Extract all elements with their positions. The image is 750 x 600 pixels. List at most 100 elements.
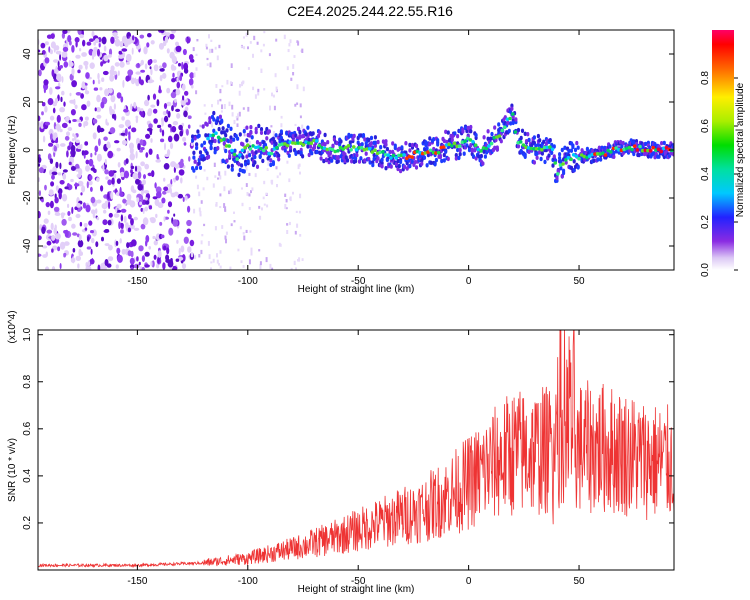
spectrogram-ridge-mark bbox=[192, 150, 196, 155]
spectrogram-ridge-mark bbox=[440, 158, 444, 164]
spectrogram-scatter-mark bbox=[275, 38, 278, 42]
spectrogram-ridge-mark bbox=[267, 129, 271, 134]
spectrogram-scatter-mark bbox=[301, 124, 304, 129]
spectrogram-noise-mark bbox=[135, 150, 138, 159]
spectrogram-noise-mark bbox=[178, 124, 183, 131]
spectrogram-noise-mark bbox=[76, 144, 82, 150]
spectrogram-ridge-mark bbox=[193, 136, 197, 141]
spectrogram-noise-mark bbox=[88, 158, 94, 167]
spectrogram-noise-mark bbox=[81, 52, 87, 57]
spectrogram-ridge-mark bbox=[319, 156, 323, 161]
spectrogram-ridge-core bbox=[476, 147, 481, 152]
spectrogram-ridge-mark bbox=[388, 149, 392, 155]
spectrogram-ridge-mark bbox=[483, 154, 487, 159]
spectrogram-ridge-core bbox=[497, 134, 502, 138]
spectrogram-noise-mark bbox=[171, 126, 177, 133]
spectrogram-noise-mark bbox=[111, 177, 115, 185]
spectrogram-ridge-mark bbox=[240, 163, 244, 168]
spectrogram-ridge-mark bbox=[596, 157, 600, 162]
spectrogram-noise-mark bbox=[102, 70, 109, 76]
spectrogram-ridge-mark bbox=[516, 144, 521, 149]
spectrogram-scatter-mark bbox=[248, 172, 251, 176]
spectrogram-ridge-core bbox=[426, 150, 430, 154]
spectrogram-noise-mark bbox=[101, 262, 105, 270]
spectrogram-scatter-mark bbox=[205, 46, 208, 50]
spectrogram-noise-mark bbox=[108, 244, 113, 251]
spectrogram-noise-mark bbox=[132, 172, 139, 180]
spectrogram-scatter-mark bbox=[270, 125, 273, 128]
spectrogram-ridge-mark bbox=[250, 149, 254, 155]
spectrogram-noise-mark bbox=[83, 121, 86, 128]
spectrogram-noise-mark bbox=[178, 247, 181, 256]
spectrogram-noise-mark bbox=[171, 105, 174, 112]
spectrogram-ridge-core bbox=[489, 141, 494, 146]
spectrogram-noise-mark bbox=[179, 74, 183, 82]
spectrogram-noise-mark bbox=[114, 38, 121, 47]
spectrogram-ridge-mark bbox=[379, 145, 383, 150]
spectrogram-scatter-mark bbox=[224, 235, 227, 240]
spectrogram-noise-mark bbox=[62, 193, 68, 202]
spectrogram-scatter-mark bbox=[229, 266, 232, 270]
snr-x-tick-label: -100 bbox=[238, 576, 258, 587]
spectrogram-noise-mark bbox=[109, 127, 116, 134]
spectrogram-ridge-mark bbox=[249, 125, 253, 130]
spectrogram-ridge-mark bbox=[242, 129, 246, 134]
spectrogram-noise-mark bbox=[88, 180, 93, 186]
snr-y-ticks: 0.2 0.4 0.6 0.8 1.0 bbox=[22, 327, 674, 530]
spectrogram-scatter-mark bbox=[230, 63, 233, 68]
spectrogram-noise-mark bbox=[61, 76, 64, 83]
spectrogram-ridge-mark bbox=[376, 139, 380, 145]
spectrogram-ridge-mark bbox=[254, 129, 258, 135]
spectrogram-noise-mark bbox=[120, 96, 124, 103]
snr-scale-label: (x10^4) bbox=[7, 310, 18, 343]
spectrogram-noise-mark bbox=[82, 202, 86, 209]
spectrogram-noise-mark bbox=[114, 140, 120, 144]
spectrogram-noise-mark bbox=[133, 227, 140, 231]
spectrogram-scatter-mark bbox=[269, 105, 271, 111]
spectrogram-ridge-core bbox=[574, 154, 579, 159]
spectrogram-noise-mark bbox=[163, 216, 166, 222]
spectrogram-ridge-mark bbox=[245, 154, 249, 159]
spectrogram-noise-mark bbox=[109, 74, 115, 82]
spectrogram-ridge-core bbox=[518, 140, 523, 144]
spectrogram-scatter-mark bbox=[210, 261, 213, 264]
spectrogram-noise-mark bbox=[86, 181, 89, 189]
spectrogram-noise-mark bbox=[55, 50, 62, 55]
spectrogram-scatter-mark bbox=[257, 88, 260, 93]
spectrogram-scatter-mark bbox=[241, 202, 244, 207]
spectrogram-ridge-core bbox=[471, 140, 475, 144]
spectrogram-scatter-mark bbox=[296, 84, 299, 90]
spectrogram-noise-mark bbox=[147, 110, 152, 117]
spectrogram-noise-mark bbox=[76, 203, 81, 208]
spectrogram-ridge-mark bbox=[573, 147, 578, 153]
spectrogram-ridge-core bbox=[280, 142, 285, 146]
spectrogram-scatter-mark bbox=[280, 115, 283, 119]
spectrogram-scatter-mark bbox=[218, 123, 221, 127]
spectrogram-noise-mark bbox=[49, 158, 54, 165]
spectrogram-noise-mark bbox=[144, 197, 148, 201]
spectrogram-scatter-mark bbox=[212, 183, 215, 188]
spectrogram-ridge-mark bbox=[592, 158, 596, 163]
spectrogram-ridge-mark bbox=[454, 153, 458, 158]
spectrogram-noise-mark bbox=[188, 156, 191, 162]
spectrogram-ridge-core bbox=[577, 156, 581, 161]
spectrogram-ridge-core bbox=[238, 153, 242, 157]
spectrogram-ridge-core bbox=[344, 145, 348, 150]
spectrogram-noise-mark bbox=[66, 150, 69, 158]
spectrogram-noise-mark bbox=[51, 69, 55, 77]
spectrogram-ridge-mark bbox=[357, 159, 362, 164]
spectrogram-ridge-mark bbox=[371, 145, 375, 150]
spectrogram-ridge-core bbox=[222, 137, 226, 141]
spectrogram-ridge-mark bbox=[331, 143, 335, 149]
spectrogram-noise-mark bbox=[129, 142, 134, 150]
spectrogram-noise-mark bbox=[167, 201, 173, 208]
spectrogram-noise-mark bbox=[38, 115, 41, 122]
spectrogram-ridge-mark bbox=[289, 145, 293, 150]
spectrogram-ridge-mark bbox=[226, 164, 230, 169]
spectrogram-ridge-mark bbox=[205, 151, 209, 156]
spectrogram-noise-mark bbox=[115, 207, 118, 213]
spectrogram-ridge-mark bbox=[408, 148, 412, 153]
spectrogram-scatter-mark bbox=[243, 46, 246, 50]
spectrogram-noise-mark bbox=[126, 61, 130, 65]
spectrogram-ridge-core bbox=[460, 140, 465, 144]
